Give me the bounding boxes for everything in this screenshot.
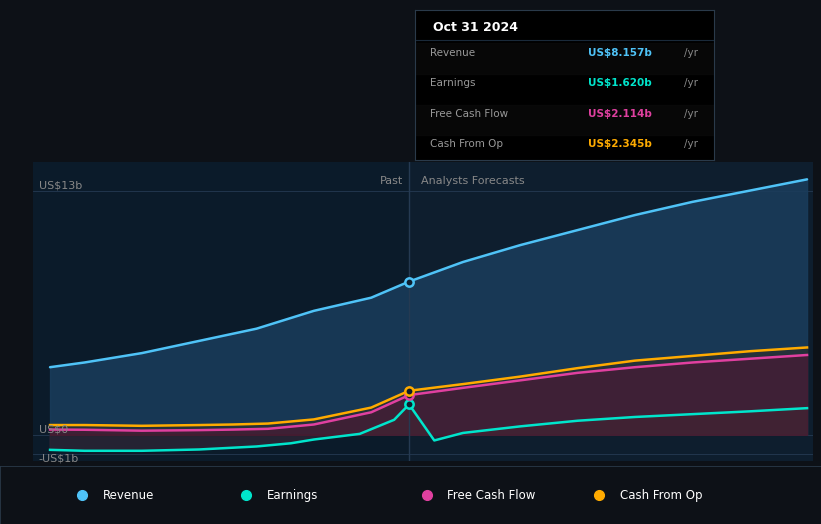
Text: Revenue: Revenue — [429, 48, 475, 58]
Text: US$8.157b: US$8.157b — [589, 48, 653, 58]
Text: /yr: /yr — [685, 139, 699, 149]
Text: US$13b: US$13b — [39, 181, 82, 191]
Text: Cash From Op: Cash From Op — [620, 489, 702, 501]
Text: /yr: /yr — [685, 78, 699, 88]
Text: Revenue: Revenue — [103, 489, 154, 501]
Text: Past: Past — [380, 176, 403, 185]
Text: -US$1b: -US$1b — [39, 454, 79, 464]
Text: Free Cash Flow: Free Cash Flow — [429, 109, 507, 119]
Bar — [33, 162, 409, 461]
Bar — [415, 43, 714, 74]
Text: Analysts Forecasts: Analysts Forecasts — [420, 176, 524, 185]
Text: US$0: US$0 — [39, 425, 68, 435]
Text: Earnings: Earnings — [429, 78, 475, 88]
Text: US$2.345b: US$2.345b — [589, 139, 653, 149]
Text: Free Cash Flow: Free Cash Flow — [447, 489, 536, 501]
Text: /yr: /yr — [685, 109, 699, 119]
Bar — [415, 105, 714, 135]
Text: Earnings: Earnings — [267, 489, 319, 501]
Text: US$1.620b: US$1.620b — [589, 78, 652, 88]
Text: Oct 31 2024: Oct 31 2024 — [433, 21, 517, 34]
Text: US$2.114b: US$2.114b — [589, 109, 653, 119]
Text: Cash From Op: Cash From Op — [429, 139, 502, 149]
Text: /yr: /yr — [685, 48, 699, 58]
